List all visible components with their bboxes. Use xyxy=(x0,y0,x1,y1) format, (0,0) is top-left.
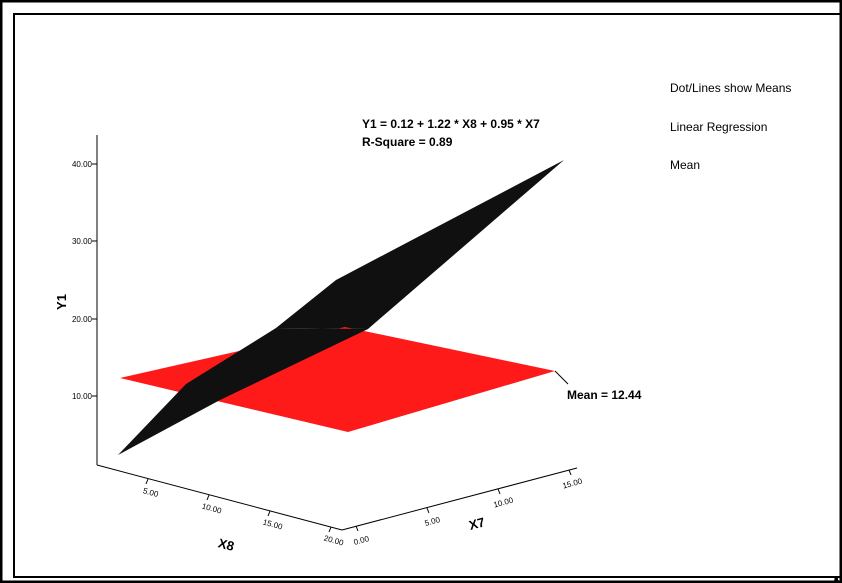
y-tick-label: 40.00 xyxy=(72,160,93,169)
inner-frame xyxy=(13,13,842,578)
x8-tick-label: 5.00 xyxy=(142,486,160,499)
mean-plane xyxy=(120,327,555,432)
x8-axis-title: X8 xyxy=(217,535,236,554)
mean-label: Mean = 12.44 xyxy=(567,388,642,402)
legend-entry: Linear Regression xyxy=(670,120,767,134)
regression-plane xyxy=(276,160,564,329)
y-tick-label: 10.00 xyxy=(72,392,93,401)
mean-marker-line xyxy=(554,370,569,385)
y-tick-label: 30.00 xyxy=(72,237,93,246)
regression-plane xyxy=(118,328,368,455)
y-tick-label: 20.00 xyxy=(72,315,93,324)
x7-axis-line xyxy=(341,467,578,531)
legend-entry: Mean xyxy=(670,158,700,172)
legend: Dot/Lines show Means Linear Regression M… xyxy=(670,81,791,172)
x8-axis-ticks: 5.00 10.00 15.00 20.00 xyxy=(142,478,345,548)
regression-equation: Y1 = 0.12 + 1.22 * X8 + 0.95 * X7 xyxy=(362,117,540,131)
x7-axis-title: X7 xyxy=(467,514,486,533)
x8-axis-line xyxy=(96,464,343,531)
y-axis-title: Y1 xyxy=(54,294,69,310)
x7-tick-label: 0.00 xyxy=(353,534,371,547)
footer-caption: التحليل الاحصائي لظاهرة التسول في الريف xyxy=(833,564,842,583)
r-square-label: R-Square = 0.89 xyxy=(362,135,453,149)
y-axis-ticks: 10.00 20.00 30.00 40.00 xyxy=(72,160,97,401)
legend-entry: Dot/Lines show Means xyxy=(670,81,791,95)
x7-tick-label: 5.00 xyxy=(424,515,442,528)
